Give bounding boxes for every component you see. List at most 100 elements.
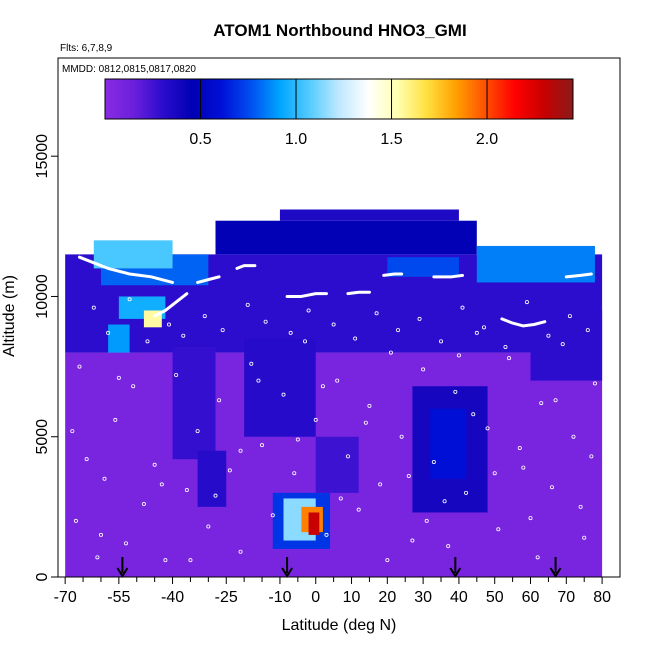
observation-point	[106, 330, 111, 335]
x-tick-label: -55	[107, 589, 130, 606]
observation-point	[417, 316, 422, 321]
observation-point	[306, 308, 311, 313]
x-tick-label: 0	[311, 589, 320, 606]
observation-point	[396, 328, 401, 333]
observation-point	[453, 389, 458, 394]
observation-point	[464, 490, 469, 495]
x-tick-label: 50	[486, 589, 504, 606]
flight-track	[196, 275, 221, 284]
heatmap-cell	[215, 220, 477, 255]
observation-point	[485, 426, 490, 431]
observation-point	[256, 378, 261, 383]
observation-point	[124, 541, 129, 546]
observation-point	[281, 392, 286, 397]
observation-point	[227, 468, 232, 473]
dates-caption: MMDD: 0812,0815,0817,0820	[62, 64, 196, 75]
flight-tracks	[77, 255, 593, 328]
observation-point	[378, 482, 383, 487]
observation-point	[263, 319, 268, 324]
observation-point	[338, 496, 343, 501]
observation-point	[578, 504, 583, 509]
heatmap-cell	[387, 257, 459, 277]
y-axis-label: Altitude (m)	[1, 275, 18, 357]
observation-point	[353, 336, 358, 341]
flight-track	[432, 273, 464, 279]
observation-point	[73, 518, 78, 523]
observation-points	[70, 297, 597, 563]
observation-point	[524, 300, 529, 305]
observation-point	[91, 305, 96, 310]
colorbar-tick-label: 0.5	[189, 131, 211, 148]
observation-point	[206, 524, 211, 529]
x-tick-label: -25	[215, 589, 238, 606]
observation-point	[320, 384, 325, 389]
observation-point	[238, 448, 243, 453]
observation-point	[356, 507, 361, 512]
y-tick-label: 10000	[34, 274, 51, 319]
observation-point	[492, 471, 497, 476]
observation-point	[335, 378, 340, 383]
heatmap-cell	[315, 436, 359, 493]
axes: -70 -55 -40 -25 -10 0 10 20 30 40 50 60 70 80 0 5000 100…	[34, 57, 621, 606]
observation-point	[331, 322, 336, 327]
observation-point	[84, 457, 89, 462]
flight-track	[346, 290, 371, 296]
observation-point	[424, 518, 429, 523]
profile-marker-head	[281, 567, 293, 578]
heatmap-cell	[279, 209, 459, 221]
x-axis-label: Latitude (deg N)	[282, 617, 397, 634]
observation-point	[528, 516, 533, 521]
heatmap-cell	[108, 324, 130, 353]
observation-point	[213, 493, 218, 498]
observation-point	[131, 384, 136, 389]
observation-point	[399, 434, 404, 439]
heatmap-cell	[172, 346, 216, 460]
profile-markers	[116, 557, 562, 578]
flight-track	[382, 272, 404, 277]
flight-track	[564, 272, 593, 279]
observation-point	[410, 538, 415, 543]
observation-point	[184, 488, 189, 493]
observation-point	[567, 314, 572, 319]
x-tick-label: 20	[378, 589, 396, 606]
observation-point	[302, 339, 307, 344]
observation-point	[367, 403, 372, 408]
y-tick-label: 15000	[34, 134, 51, 179]
observation-point	[98, 532, 103, 537]
colorbar-tick-label: 2.0	[476, 131, 498, 148]
colorbar-tick-label: 1.5	[380, 131, 402, 148]
observation-point	[406, 474, 411, 479]
observation-point	[195, 429, 200, 434]
colorbar: 0.5 1.0 1.5 2.0	[104, 78, 574, 148]
observation-point	[324, 532, 329, 537]
profile-marker-head	[449, 567, 462, 578]
observation-point	[245, 302, 250, 307]
observation-point	[571, 434, 576, 439]
observation-point	[517, 445, 522, 450]
observation-point	[113, 417, 118, 422]
observation-point	[127, 297, 132, 302]
heatmap-cell	[308, 512, 320, 535]
observation-point	[295, 437, 300, 442]
observation-point	[481, 325, 486, 330]
flight-track	[235, 264, 257, 270]
observation-point	[260, 443, 265, 448]
observation-point	[460, 305, 465, 310]
observation-point	[159, 482, 164, 487]
x-tick-label: 40	[450, 589, 468, 606]
y-tick-label: 5000	[34, 419, 51, 455]
observation-point	[181, 333, 186, 338]
observation-point	[288, 330, 293, 335]
observation-point	[238, 549, 243, 554]
heatmap-cell	[530, 310, 603, 381]
observation-point	[446, 544, 451, 549]
observation-point	[163, 558, 168, 563]
observation-point	[421, 367, 426, 372]
chart-title: ATOM1 Northbound HNO3_GMI	[213, 21, 466, 40]
flight-track	[285, 292, 328, 298]
heatmap-cell	[430, 408, 467, 479]
y-tick-label: 0	[34, 572, 51, 581]
observation-point	[145, 339, 150, 344]
observation-point	[442, 499, 447, 504]
